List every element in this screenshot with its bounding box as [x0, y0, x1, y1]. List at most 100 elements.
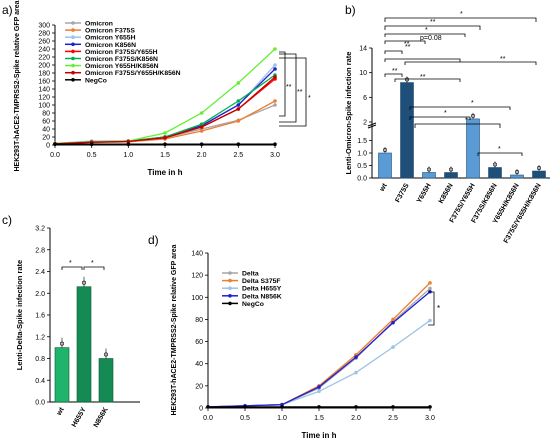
b-category-label: F375S — [394, 182, 411, 204]
b-bar — [400, 82, 414, 179]
panel-label-a: a) — [2, 3, 13, 17]
panel-b-sig-2: ** — [430, 19, 436, 26]
panel-b-sig-1: * — [460, 11, 463, 18]
a-xtick-label: 2.5 — [233, 152, 243, 159]
c-ytick-label: 2.4 — [35, 269, 45, 276]
c-ytick-label: 2.0 — [35, 291, 45, 298]
b-ytick-label: 14 — [359, 46, 367, 53]
panel-c-chart: 0.0 0.4 0.8 1.2 1.6 2.0 2.4 2.8 3.2 wt H655Y N856K… — [15, 226, 140, 429]
d-legend-marker — [228, 294, 232, 298]
panel-b-sig-10: * — [498, 146, 501, 153]
a-data-point — [236, 107, 241, 111]
a-legend-marker — [71, 56, 75, 61]
c-category-label: H655Y — [71, 406, 88, 428]
panel-c-sig-2: * — [91, 260, 94, 267]
panel-b-sig-4: ** — [404, 41, 410, 48]
a-ytick-label: 0 — [46, 143, 50, 150]
panel-b-sig-9: * — [465, 117, 468, 124]
d-series-line — [207, 320, 431, 408]
d-xtick-label: 0.0 — [203, 415, 213, 422]
a-legend-label: Omicron F375S/Y655H — [85, 49, 158, 56]
a-data-point — [199, 129, 204, 133]
d-data-point — [428, 405, 432, 409]
c-ytick-label: 2.8 — [35, 247, 45, 254]
d-xtick-label: 1.5 — [314, 415, 324, 422]
a-data-point — [273, 142, 277, 146]
b-category-label: K856N — [438, 183, 455, 205]
a-legend-label: Omicron F375S/K856N — [85, 56, 158, 63]
a-data-point — [273, 103, 277, 107]
a-ytick-label: 220 — [38, 55, 50, 62]
d-legend-marker — [228, 278, 232, 283]
panel-b-y-axis-label: Lenti-Omicron-Spike infection rate — [344, 52, 353, 175]
d-data-point — [428, 281, 432, 285]
d-legend-label: Delta N856K — [242, 293, 282, 300]
d-data-point — [354, 370, 358, 375]
panel-c-y-axis-label: Lenti-Delta-Spike infection rate — [15, 260, 24, 370]
c-ytick-label: 0.8 — [35, 356, 45, 363]
a-legend-marker — [71, 49, 75, 54]
b-bar — [466, 118, 480, 179]
b-ytick-label: 0.5 — [357, 163, 367, 170]
c-category-label: wt — [55, 406, 66, 418]
panel-label-d: d) — [148, 233, 159, 247]
d-data-point — [206, 405, 210, 409]
a-ytick-label: 20 — [42, 135, 50, 142]
a-data-point — [163, 136, 167, 140]
a-ytick-label: 280 — [38, 31, 50, 38]
b-bar — [532, 170, 546, 179]
d-ytick-label: 140 — [191, 251, 203, 258]
panel-b-sig-3: * — [425, 27, 428, 34]
c-ytick-label: 1.6 — [35, 313, 45, 320]
a-legend-marker — [71, 42, 75, 47]
c-bar — [98, 358, 114, 403]
a-legend-marker — [71, 35, 75, 39]
panel-b-sig-7: * — [471, 100, 474, 107]
d-data-point — [391, 317, 395, 322]
panel-b-sig-8: * — [444, 110, 447, 117]
panel-b-sig-5: p=0.08 — [420, 35, 442, 42]
b-ytick-label: 10 — [359, 70, 367, 77]
d-legend-marker — [228, 271, 232, 275]
d-xtick-label: 1.0 — [277, 415, 287, 422]
a-xtick-label: 1.0 — [123, 152, 133, 159]
a-data-point — [273, 99, 277, 103]
a-data-point — [126, 142, 131, 146]
a-legend-label: NegCo — [85, 77, 107, 84]
a-data-point — [273, 67, 277, 71]
a-xtick-label: 2.0 — [197, 152, 207, 159]
a-data-point — [89, 142, 94, 146]
a-legend-label: Omicron Y655H — [85, 35, 136, 42]
panel-b-sig-6: ** — [500, 56, 506, 63]
panel-b-sig-13: ** — [405, 44, 411, 51]
d-data-point — [354, 355, 358, 359]
a-data-point — [236, 99, 241, 103]
b-bar — [422, 172, 436, 179]
a-data-point — [199, 125, 204, 129]
d-xtick-label: 2.5 — [388, 415, 398, 422]
c-bar — [76, 286, 92, 403]
d-ytick-label: 0 — [199, 406, 203, 413]
b-ytick-label: 6 — [363, 95, 367, 102]
a-ytick-label: 80 — [42, 111, 50, 118]
d-data-point — [391, 405, 395, 409]
b-category-label: wt — [378, 182, 389, 194]
a-ytick-label: 40 — [42, 127, 50, 134]
panel-d-sig-1: * — [437, 304, 440, 313]
a-ytick-label: 120 — [38, 95, 50, 102]
panel-b-sig-11: ** — [392, 68, 398, 75]
a-data-point — [199, 122, 204, 126]
d-data-point — [317, 385, 321, 389]
c-ytick-label: 0.4 — [35, 378, 45, 385]
b-ytick-label: 1.5 — [357, 138, 367, 145]
a-legend-marker — [71, 78, 75, 82]
a-data-point — [236, 81, 241, 85]
d-data-point — [280, 405, 284, 409]
d-data-point — [391, 345, 395, 349]
b-bar — [378, 152, 392, 179]
a-data-point — [163, 131, 167, 135]
panel-a-x-axis-label: Time in h — [148, 168, 183, 177]
panel-a-sig-3: * — [308, 95, 311, 102]
